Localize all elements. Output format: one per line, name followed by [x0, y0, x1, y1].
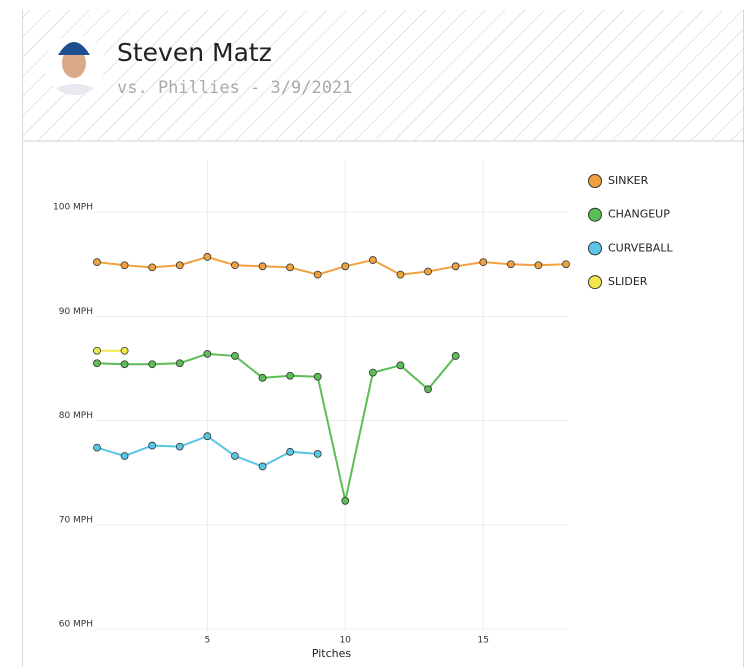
data-point	[231, 261, 239, 270]
data-point	[396, 270, 405, 279]
data-point	[148, 441, 157, 450]
data-point	[313, 372, 322, 381]
data-point	[341, 262, 350, 271]
data-point	[424, 267, 432, 276]
legend-label: SLIDER	[608, 275, 648, 288]
legend-marker	[588, 275, 602, 290]
data-point	[286, 371, 295, 380]
data-point	[396, 361, 405, 370]
data-point	[341, 496, 350, 505]
data-point	[120, 360, 129, 369]
y-tick-label: 80 MPH	[59, 411, 93, 421]
legend-label: SINKER	[608, 174, 649, 187]
data-point	[231, 452, 239, 460]
x-tick-label: 5	[204, 636, 210, 646]
data-point	[534, 261, 543, 270]
legend-marker	[588, 241, 602, 256]
data-point	[258, 462, 267, 471]
data-point	[93, 346, 101, 355]
data-point	[175, 359, 184, 368]
x-tick-label: 10	[340, 636, 352, 646]
legend-label: CHANGEUP	[608, 208, 670, 221]
y-tick-label: 100 MPH	[53, 203, 93, 213]
data-point	[313, 450, 322, 458]
data-point	[93, 359, 101, 368]
legend-marker	[588, 207, 602, 222]
data-point	[451, 352, 460, 360]
y-tick-label: 70 MPH	[59, 515, 93, 525]
x-tick-label: 15	[478, 636, 489, 646]
data-point	[286, 447, 295, 456]
data-point	[175, 261, 184, 270]
data-point	[451, 262, 460, 271]
series-line	[96, 352, 457, 502]
data-point	[313, 270, 322, 279]
data-point	[368, 256, 377, 264]
series-line	[96, 255, 567, 276]
y-tick-label: 60 MPH	[59, 620, 93, 630]
data-point	[258, 262, 267, 271]
data-point	[93, 443, 101, 452]
player-name: Steven Matz	[117, 38, 272, 67]
data-point	[231, 352, 239, 360]
data-point	[258, 373, 267, 382]
data-point	[175, 442, 184, 451]
data-point	[148, 360, 157, 369]
header-background	[22, 10, 744, 140]
legend-label: CURVEBALL	[608, 241, 673, 254]
data-point	[479, 258, 488, 267]
y-tick-label: 90 MPH	[59, 307, 93, 317]
data-point	[203, 253, 212, 261]
data-point	[203, 432, 212, 441]
data-point	[203, 349, 212, 358]
data-point	[148, 263, 157, 272]
x-axis-title: Pitches	[312, 647, 352, 660]
data-point	[93, 258, 101, 267]
data-point	[120, 346, 129, 355]
data-point	[424, 385, 432, 394]
legend-marker	[588, 174, 602, 188]
data-point	[562, 260, 570, 269]
data-point	[368, 368, 377, 377]
data-point	[506, 260, 515, 269]
data-point	[120, 261, 129, 270]
data-point	[120, 452, 129, 460]
data-point	[286, 263, 295, 272]
game-subtitle: vs. Phillies - 3/9/2021	[117, 78, 352, 98]
